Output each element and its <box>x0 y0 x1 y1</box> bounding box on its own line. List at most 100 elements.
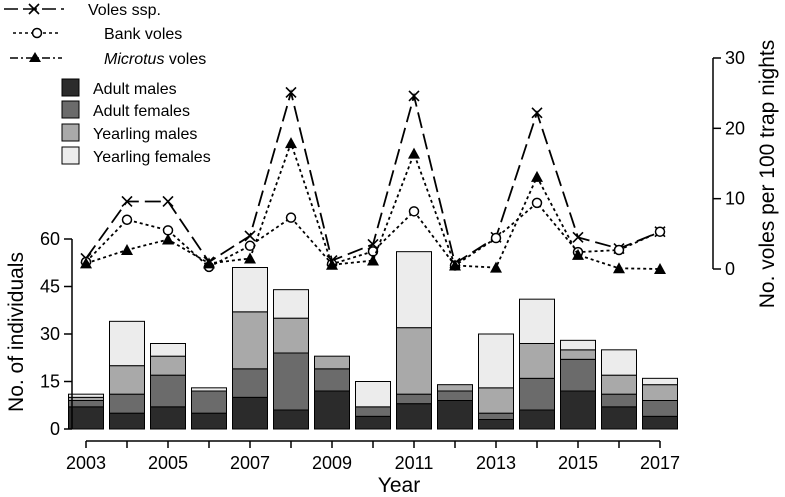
legend-label-yearling-females: Yearling females <box>93 149 211 166</box>
bar-2014-adult-males <box>519 409 555 430</box>
bar-2008-adult-females <box>273 352 309 411</box>
x-marker-icon <box>28 3 40 15</box>
point-microtus-voles-2009 <box>326 258 338 270</box>
bar-2017-adult-females <box>642 400 678 417</box>
bar-2017-yearling-females <box>642 377 678 386</box>
y-tick-label-left: 45 <box>40 277 60 297</box>
bar-2007-adult-males <box>232 396 268 430</box>
lines-plot-area <box>80 86 666 274</box>
x-tick-label: 2005 <box>148 453 188 473</box>
bar-2016-adult-females <box>601 393 637 408</box>
bar-2016-adult-males <box>601 406 637 430</box>
x-tick-label: 2003 <box>66 453 106 473</box>
bar-2008-yearling-females <box>273 289 309 319</box>
legend-item-microtus-voles: Microtus voles <box>10 51 206 68</box>
point-microtus-voles-2017 <box>654 263 666 274</box>
y-tick-label-right: 10 <box>725 189 745 209</box>
x-tick-label: 2017 <box>640 453 680 473</box>
x-tick-label: 2013 <box>476 453 516 473</box>
bar-2008-yearling-males <box>273 317 309 354</box>
bar-2012-adult-females <box>437 390 473 401</box>
y-tick-label-left: 15 <box>40 372 60 392</box>
bar-2011-yearling-females <box>396 251 432 329</box>
bar-2006-adult-females <box>191 390 227 414</box>
y-tick-label-right: 30 <box>725 48 745 68</box>
point-voles-ssp.-2014 <box>531 107 543 119</box>
bar-2009-adult-females <box>314 368 350 392</box>
point-bank-voles-2008 <box>285 212 297 223</box>
x-tick-label: 2011 <box>395 453 434 473</box>
point-voles-ssp.-2005 <box>162 195 174 208</box>
point-microtus-voles-2012 <box>449 259 461 271</box>
point-voles-ssp.-2008 <box>285 86 297 99</box>
x-tick-label: 2007 <box>230 453 270 473</box>
point-microtus-voles-2011 <box>408 147 420 159</box>
bar-2007-adult-females <box>232 368 268 398</box>
point-microtus-voles-2010 <box>367 254 379 266</box>
bar-2017-adult-males <box>642 415 678 430</box>
point-voles-ssp.-2004 <box>121 195 133 208</box>
point-microtus-voles-2003 <box>80 257 92 269</box>
bar-2007-yearling-males <box>232 311 268 370</box>
bar-2004-yearling-males <box>109 365 145 395</box>
bar-2017-yearling-males <box>642 384 678 401</box>
bar-2015-yearling-females <box>560 339 596 351</box>
bar-2011-adult-males <box>396 403 432 430</box>
bar-2003-adult-females <box>68 400 104 408</box>
bar-2008-adult-males <box>273 409 309 430</box>
bar-2014-yearling-females <box>519 298 555 344</box>
bar-2015-adult-females <box>560 358 596 392</box>
bar-2016-yearling-males <box>601 374 637 395</box>
legend-label-adult-females: Adult females <box>93 103 190 120</box>
legend-item-voles-ssp: Voles ssp. <box>4 2 161 19</box>
bar-2006-yearling-females <box>191 387 227 392</box>
bar-2013-adult-males <box>478 419 514 430</box>
point-microtus-voles-2005 <box>162 233 174 245</box>
y-axis-title-right: No. voles per 100 trap nights <box>756 40 779 309</box>
bar-2006-adult-males <box>191 412 227 430</box>
bar-2012-yearling-males <box>437 384 473 392</box>
legend-swatch-yearling-males <box>61 123 80 142</box>
bar-2010-adult-males <box>355 415 391 430</box>
y-tick-label-right: 0 <box>725 259 735 279</box>
legend-label-yearling-males: Yearling males <box>93 126 197 143</box>
bar-2013-adult-females <box>478 412 514 420</box>
legend-label-bank-voles: Bank voles <box>104 26 182 43</box>
point-microtus-voles-2004 <box>121 244 133 256</box>
bar-2003-adult-males <box>68 406 104 430</box>
point-bank-voles-2017 <box>654 226 666 237</box>
bar-2004-adult-females <box>109 393 145 414</box>
bar-2005-adult-females <box>150 374 186 408</box>
legend-item-bank-voles: Bank voles <box>13 26 182 43</box>
bar-2015-yearling-males <box>560 349 596 360</box>
bar-2011-adult-females <box>396 393 432 405</box>
open-circle-marker-icon <box>31 27 43 39</box>
bar-2013-yearling-males <box>478 387 514 414</box>
point-microtus-voles-2014 <box>531 170 543 182</box>
bar-2015-adult-males <box>560 390 596 430</box>
legend-label-adult-males: Adult males <box>93 81 177 98</box>
point-bank-voles-2013 <box>490 232 502 244</box>
bar-2009-adult-males <box>314 390 350 430</box>
bar-2013-yearling-females <box>478 333 514 389</box>
x-axis-title: Year <box>378 474 420 497</box>
x-tick-label: 2009 <box>312 453 352 473</box>
point-voles-ssp.-2011 <box>408 90 420 102</box>
bar-2005-yearling-males <box>150 355 186 376</box>
point-voles-ssp.-2015 <box>572 231 584 243</box>
y-axis-title-left: No. of individuals <box>5 252 28 412</box>
bar-2009-yearling-males <box>314 355 350 370</box>
legend-label-microtus-voles: Microtus voles <box>104 51 206 68</box>
point-bank-voles-2011 <box>408 206 420 217</box>
filled-triangle-marker-icon <box>29 52 41 62</box>
bar-2005-yearling-females <box>150 343 186 357</box>
bar-2004-adult-males <box>109 412 145 430</box>
bar-2014-adult-females <box>519 377 555 411</box>
bar-2005-adult-males <box>150 406 186 430</box>
bar-2010-adult-females <box>355 406 391 417</box>
legend-swatch-adult-females <box>61 100 80 119</box>
legend-swatch-adult-males <box>61 78 80 97</box>
point-bank-voles-2004 <box>121 214 133 226</box>
y-tick-label-left: 60 <box>40 229 60 249</box>
point-voles-ssp.-2007 <box>244 230 256 242</box>
